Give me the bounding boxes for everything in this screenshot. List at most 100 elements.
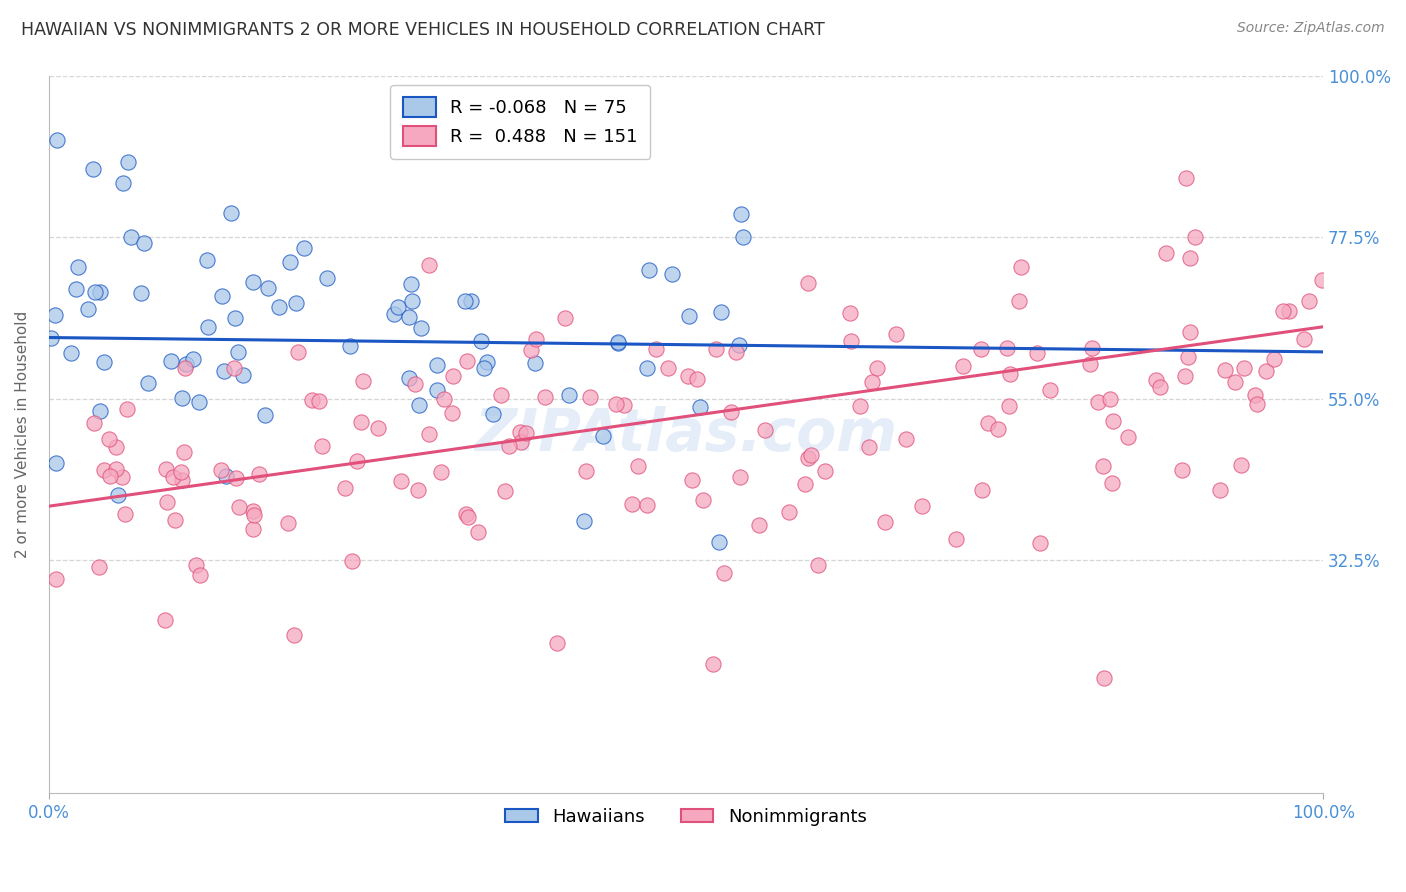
Point: [247, 467, 270, 482]
Point: [592, 429, 614, 443]
Point: [1298, 293, 1320, 308]
Point: [1174, 369, 1197, 384]
Point: [977, 417, 1000, 431]
Point: [523, 356, 546, 370]
Point: [730, 207, 752, 221]
Point: [606, 335, 628, 350]
Point: [39, 330, 62, 344]
Point: [754, 423, 776, 437]
Point: [170, 391, 193, 405]
Point: [1102, 414, 1125, 428]
Point: [1039, 384, 1062, 398]
Y-axis label: 2 or more Vehicles in Household: 2 or more Vehicles in Household: [15, 310, 30, 558]
Point: [418, 258, 440, 272]
Point: [866, 360, 889, 375]
Point: [174, 361, 197, 376]
Point: [1092, 672, 1115, 686]
Point: [1278, 304, 1301, 318]
Point: [557, 388, 579, 402]
Point: [441, 368, 464, 383]
Point: [308, 394, 330, 409]
Point: [278, 255, 301, 269]
Point: [65, 282, 87, 296]
Point: [340, 554, 363, 568]
Point: [685, 372, 707, 386]
Point: [1256, 364, 1278, 378]
Point: [138, 376, 160, 390]
Point: [67, 260, 90, 274]
Point: [277, 516, 299, 530]
Point: [509, 425, 531, 439]
Point: [987, 422, 1010, 436]
Point: [554, 311, 576, 326]
Point: [613, 398, 636, 412]
Point: [111, 470, 134, 484]
Point: [884, 326, 907, 341]
Text: Source: ZipAtlas.com: Source: ZipAtlas.com: [1237, 21, 1385, 36]
Point: [1271, 303, 1294, 318]
Point: [170, 465, 193, 479]
Point: [1294, 333, 1316, 347]
Point: [104, 441, 127, 455]
Point: [972, 483, 994, 498]
Point: [440, 406, 463, 420]
Point: [546, 635, 568, 649]
Point: [710, 305, 733, 319]
Point: [520, 343, 543, 357]
Point: [1101, 476, 1123, 491]
Point: [910, 499, 932, 513]
Point: [1010, 260, 1032, 274]
Point: [534, 390, 557, 404]
Point: [709, 535, 731, 549]
Point: [83, 285, 105, 299]
Point: [408, 398, 430, 412]
Point: [382, 306, 405, 320]
Point: [257, 281, 280, 295]
Point: [627, 458, 650, 473]
Point: [131, 286, 153, 301]
Point: [1078, 357, 1101, 371]
Point: [572, 514, 595, 528]
Point: [636, 360, 658, 375]
Point: [93, 354, 115, 368]
Point: [352, 374, 374, 388]
Point: [172, 473, 194, 487]
Point: [242, 504, 264, 518]
Point: [426, 383, 449, 397]
Point: [1178, 325, 1201, 339]
Point: [1178, 251, 1201, 265]
Point: [1144, 373, 1167, 387]
Point: [409, 321, 432, 335]
Point: [287, 344, 309, 359]
Point: [574, 465, 596, 479]
Point: [225, 471, 247, 485]
Point: [311, 439, 333, 453]
Point: [800, 448, 823, 462]
Point: [1029, 535, 1052, 549]
Point: [197, 319, 219, 334]
Point: [254, 408, 277, 422]
Point: [636, 498, 658, 512]
Point: [156, 495, 179, 509]
Point: [797, 276, 820, 290]
Point: [165, 513, 187, 527]
Point: [1223, 375, 1246, 389]
Point: [498, 439, 520, 453]
Point: [59, 346, 82, 360]
Point: [211, 289, 233, 303]
Point: [215, 469, 238, 483]
Point: [162, 470, 184, 484]
Point: [1026, 346, 1049, 360]
Point: [1170, 462, 1192, 476]
Point: [181, 351, 204, 366]
Point: [153, 614, 176, 628]
Point: [186, 558, 208, 572]
Point: [188, 568, 211, 582]
Point: [89, 404, 111, 418]
Point: [1174, 170, 1197, 185]
Point: [367, 421, 389, 435]
Point: [858, 440, 880, 454]
Point: [807, 558, 830, 572]
Point: [454, 507, 477, 521]
Point: [1087, 395, 1109, 409]
